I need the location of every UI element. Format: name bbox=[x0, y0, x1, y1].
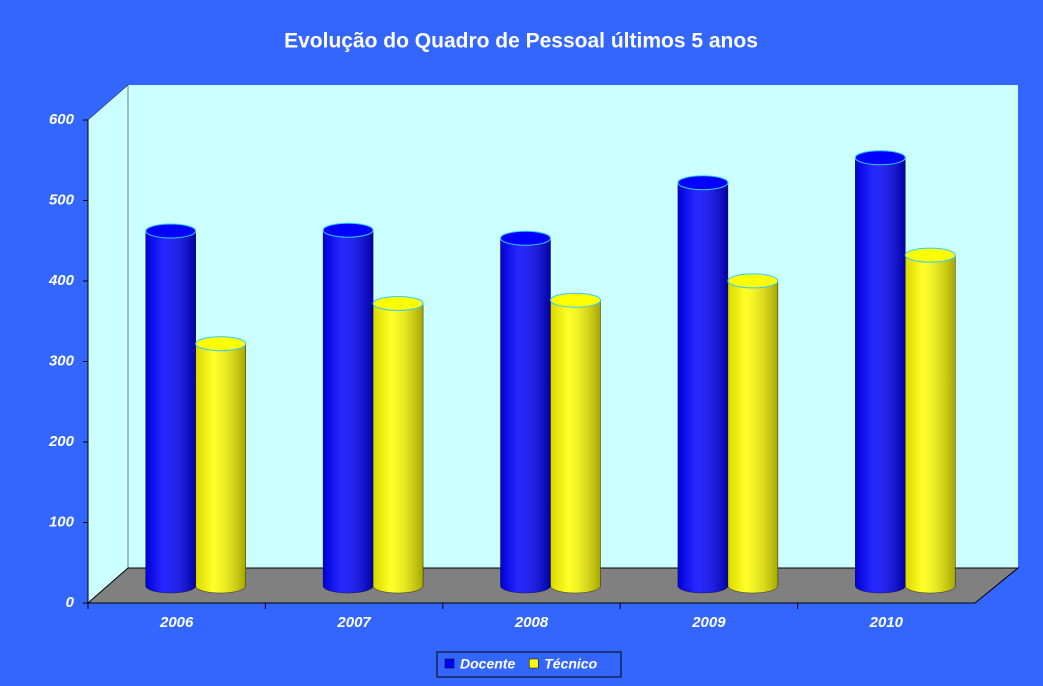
bar-top bbox=[727, 273, 779, 289]
y-tick-label: 300 bbox=[49, 352, 75, 369]
legend-box bbox=[436, 651, 622, 678]
bar-top bbox=[854, 150, 906, 166]
y-tick-label: 0 bbox=[66, 594, 75, 611]
y-tick-label: 600 bbox=[49, 111, 75, 128]
bar-top bbox=[904, 247, 956, 263]
legend-label: Técnico bbox=[544, 656, 597, 672]
x-tick-label: 2010 bbox=[869, 614, 904, 631]
y-tick-label: 100 bbox=[49, 513, 75, 530]
bar-top bbox=[550, 292, 601, 308]
chart-title: Evolução do Quadro de Pessoal últimos 5 … bbox=[284, 30, 758, 53]
bar-shade bbox=[500, 238, 551, 594]
bar-shade bbox=[855, 157, 906, 594]
x-tick-label: 2007 bbox=[336, 614, 371, 631]
bar-shade bbox=[677, 182, 728, 593]
bar-shade bbox=[550, 300, 601, 593]
x-tick-label: 2006 bbox=[159, 614, 194, 631]
bar-top bbox=[677, 175, 729, 191]
bar-shade bbox=[905, 255, 956, 593]
y-tick-label: 200 bbox=[48, 433, 75, 450]
side-wall bbox=[87, 84, 129, 604]
x-tick-label: 2008 bbox=[514, 614, 549, 631]
bar-shade bbox=[323, 230, 374, 593]
x-tick-label: 2009 bbox=[691, 614, 726, 631]
bar-shade bbox=[195, 343, 246, 593]
bar-shade bbox=[373, 303, 424, 593]
legend-swatch bbox=[528, 658, 539, 669]
bar-top bbox=[500, 230, 551, 246]
legend-swatch bbox=[444, 658, 455, 669]
bar-top bbox=[145, 223, 197, 239]
bar-top bbox=[195, 336, 247, 352]
y-tick-label: 400 bbox=[48, 272, 75, 289]
legend-label: Docente bbox=[460, 656, 515, 672]
bar-top bbox=[372, 295, 424, 311]
bar-top bbox=[322, 222, 374, 238]
bar-shade bbox=[145, 230, 196, 593]
y-tick-label: 500 bbox=[49, 191, 75, 208]
bar-shade bbox=[727, 280, 778, 593]
